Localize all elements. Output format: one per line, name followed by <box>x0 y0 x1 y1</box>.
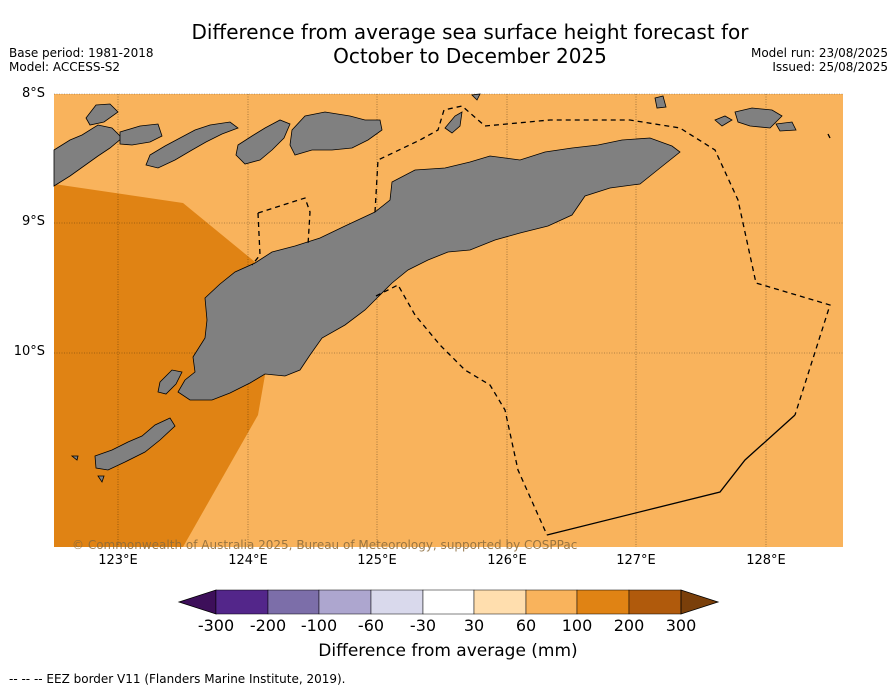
colorbar-bin-2 <box>267 589 320 615</box>
colorbar-bin-8 <box>576 589 630 615</box>
colorbar-tick: 200 <box>613 616 645 635</box>
lon-label-123e: 123°E <box>98 553 138 568</box>
eez-solid-segment <box>546 414 796 536</box>
pantar-island <box>235 119 291 165</box>
solor-island <box>119 123 163 146</box>
meta-right: Model run: 23/08/2025 Issued: 25/08/2025 <box>751 46 888 74</box>
small-isle-e <box>97 475 105 483</box>
colorbar-tick: -200 <box>249 616 287 635</box>
lon-label-126e: 126°E <box>487 553 527 568</box>
colorbar-tick: -100 <box>300 616 338 635</box>
lat-label-9s: 9°S <box>21 214 45 229</box>
wetar-island <box>444 111 463 134</box>
lon-label-127e: 127°E <box>616 553 656 568</box>
land <box>53 93 797 483</box>
colorbar-bin-4 <box>370 589 424 615</box>
colorbar-bin-1 <box>215 589 269 615</box>
lon-label-128e: 128°E <box>746 553 786 568</box>
model-run: Model run: 23/08/2025 <box>750 46 888 60</box>
colorbar-bin-5 <box>422 589 475 615</box>
colorbar-tick: -300 <box>197 616 235 635</box>
small-isle-f <box>70 455 79 461</box>
colorbar-tick: 60 <box>515 616 537 635</box>
map-title: Difference from average sea surface heig… <box>160 20 780 68</box>
colorbar-under-arrow <box>177 589 217 615</box>
rote-island <box>157 369 183 395</box>
colorbar-tick: 30 <box>463 616 485 635</box>
colorbar-over-arrow <box>680 589 720 615</box>
colorbar-tick: 100 <box>561 616 593 635</box>
lat-label-10s: 10°S <box>13 344 45 359</box>
small-isle-d <box>471 93 481 101</box>
romang-island <box>734 107 783 129</box>
small-isle-c <box>654 95 667 109</box>
lat-label-8s: 8°S <box>21 86 45 101</box>
flores-island <box>53 124 123 187</box>
alor-island <box>289 111 383 156</box>
lon-label-125e: 125°E <box>357 553 397 568</box>
colorbar-bin-3 <box>318 589 372 615</box>
title-line-2: October to December 2025 <box>333 44 607 68</box>
colorbar-tick: 300 <box>665 616 697 635</box>
colorbar-bin-7 <box>525 589 578 615</box>
colorbar-bin-6 <box>473 589 527 615</box>
copyright-notice: © Commonwealth of Australia 2025, Bureau… <box>72 538 578 552</box>
base-period: Base period: 1981-2018 <box>9 46 154 60</box>
small-isle-a <box>85 103 119 126</box>
colorbar-label: Difference from average (mm) <box>318 641 578 661</box>
colorbar-tick: -60 <box>357 616 385 635</box>
colorbar-bin-9 <box>628 589 682 615</box>
model-name: Model: ACCESS-S2 <box>9 60 121 74</box>
lon-label-124e: 124°E <box>228 553 268 568</box>
colorbar-tick: -30 <box>409 616 437 635</box>
issued-date: Issued: 25/08/2025 <box>772 60 888 74</box>
lembata-island <box>145 121 239 169</box>
kisar-island <box>775 121 797 132</box>
eez-legend-note: -- -- -- EEZ border V11 (Flanders Marine… <box>9 672 346 686</box>
sawu-island <box>94 417 176 471</box>
eez-border <box>251 105 831 536</box>
title-line-1: Difference from average sea surface heig… <box>191 20 749 44</box>
small-isle-b <box>714 115 733 127</box>
meta-left: Base period: 1981-2018 Model: ACCESS-S2 <box>9 46 154 74</box>
timor-island <box>177 137 681 401</box>
